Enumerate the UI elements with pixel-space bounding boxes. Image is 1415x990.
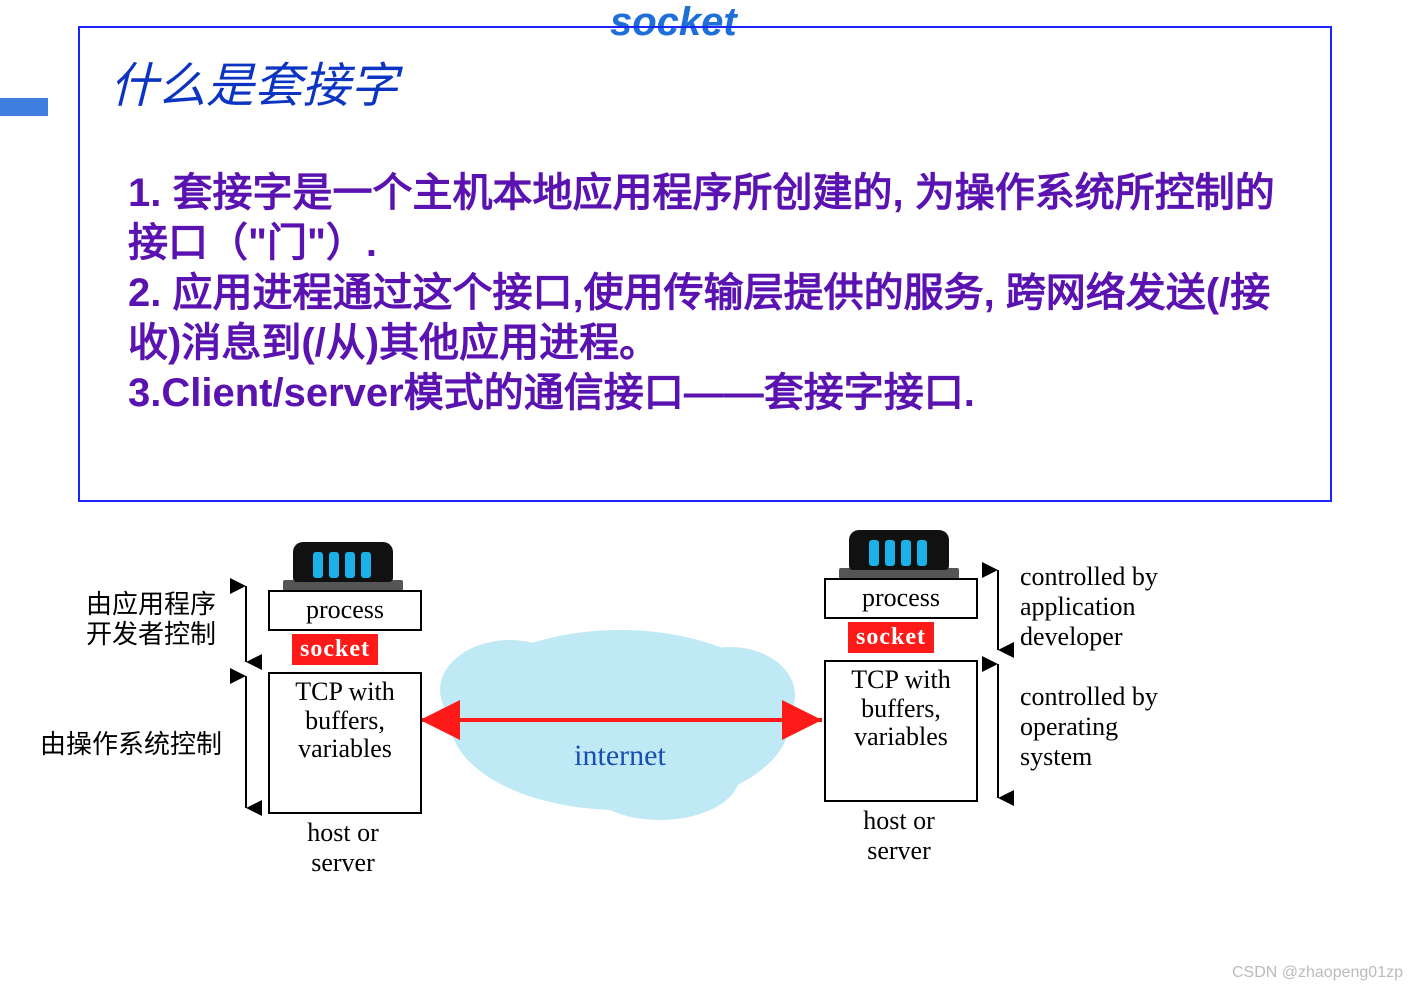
label-en-os: controlled by operating system — [1020, 682, 1158, 772]
internet-cloud — [440, 630, 795, 820]
process-box-right: process — [824, 578, 978, 619]
tcp-box-left: TCP with buffers, variables — [268, 672, 422, 814]
host-caption-right: host or server — [819, 806, 979, 866]
server-icon-right — [839, 520, 959, 580]
label-cn-os: 由操作系统控制 — [40, 730, 222, 760]
body-line-2: 2. 应用进程通过这个接口,使用传输层提供的服务, 跨网络发送(/接收)消息到(… — [128, 268, 1278, 368]
process-box-left: process — [268, 590, 422, 631]
socket-label-left: socket — [292, 634, 378, 665]
socket-label-right: socket — [848, 622, 934, 653]
body-line-1: 1. 套接字是一个主机本地应用程序所创建的, 为操作系统所控制的接口（"门"）. — [128, 168, 1278, 268]
slide-heading: 什么是套接字 — [110, 46, 398, 116]
host-caption-left: host or server — [263, 818, 423, 878]
server-icon-left — [283, 532, 403, 592]
tcp-box-right: TCP with buffers, variables — [824, 660, 978, 802]
label-en-developer: controlled by application developer — [1020, 562, 1158, 652]
internet-label: internet — [574, 739, 666, 772]
watermark: CSDN @zhaopeng01zp — [1232, 964, 1403, 982]
side-accent-bar — [0, 98, 48, 116]
socket-diagram: internet process socket TCP with buffers… — [0, 520, 1415, 940]
body-line-3: 3.Client/server模式的通信接口——套接字接口. — [128, 368, 1278, 418]
label-cn-developer: 由应用程序 开发者控制 — [86, 590, 216, 650]
body-text: 1. 套接字是一个主机本地应用程序所创建的, 为操作系统所控制的接口（"门"）.… — [128, 168, 1278, 418]
